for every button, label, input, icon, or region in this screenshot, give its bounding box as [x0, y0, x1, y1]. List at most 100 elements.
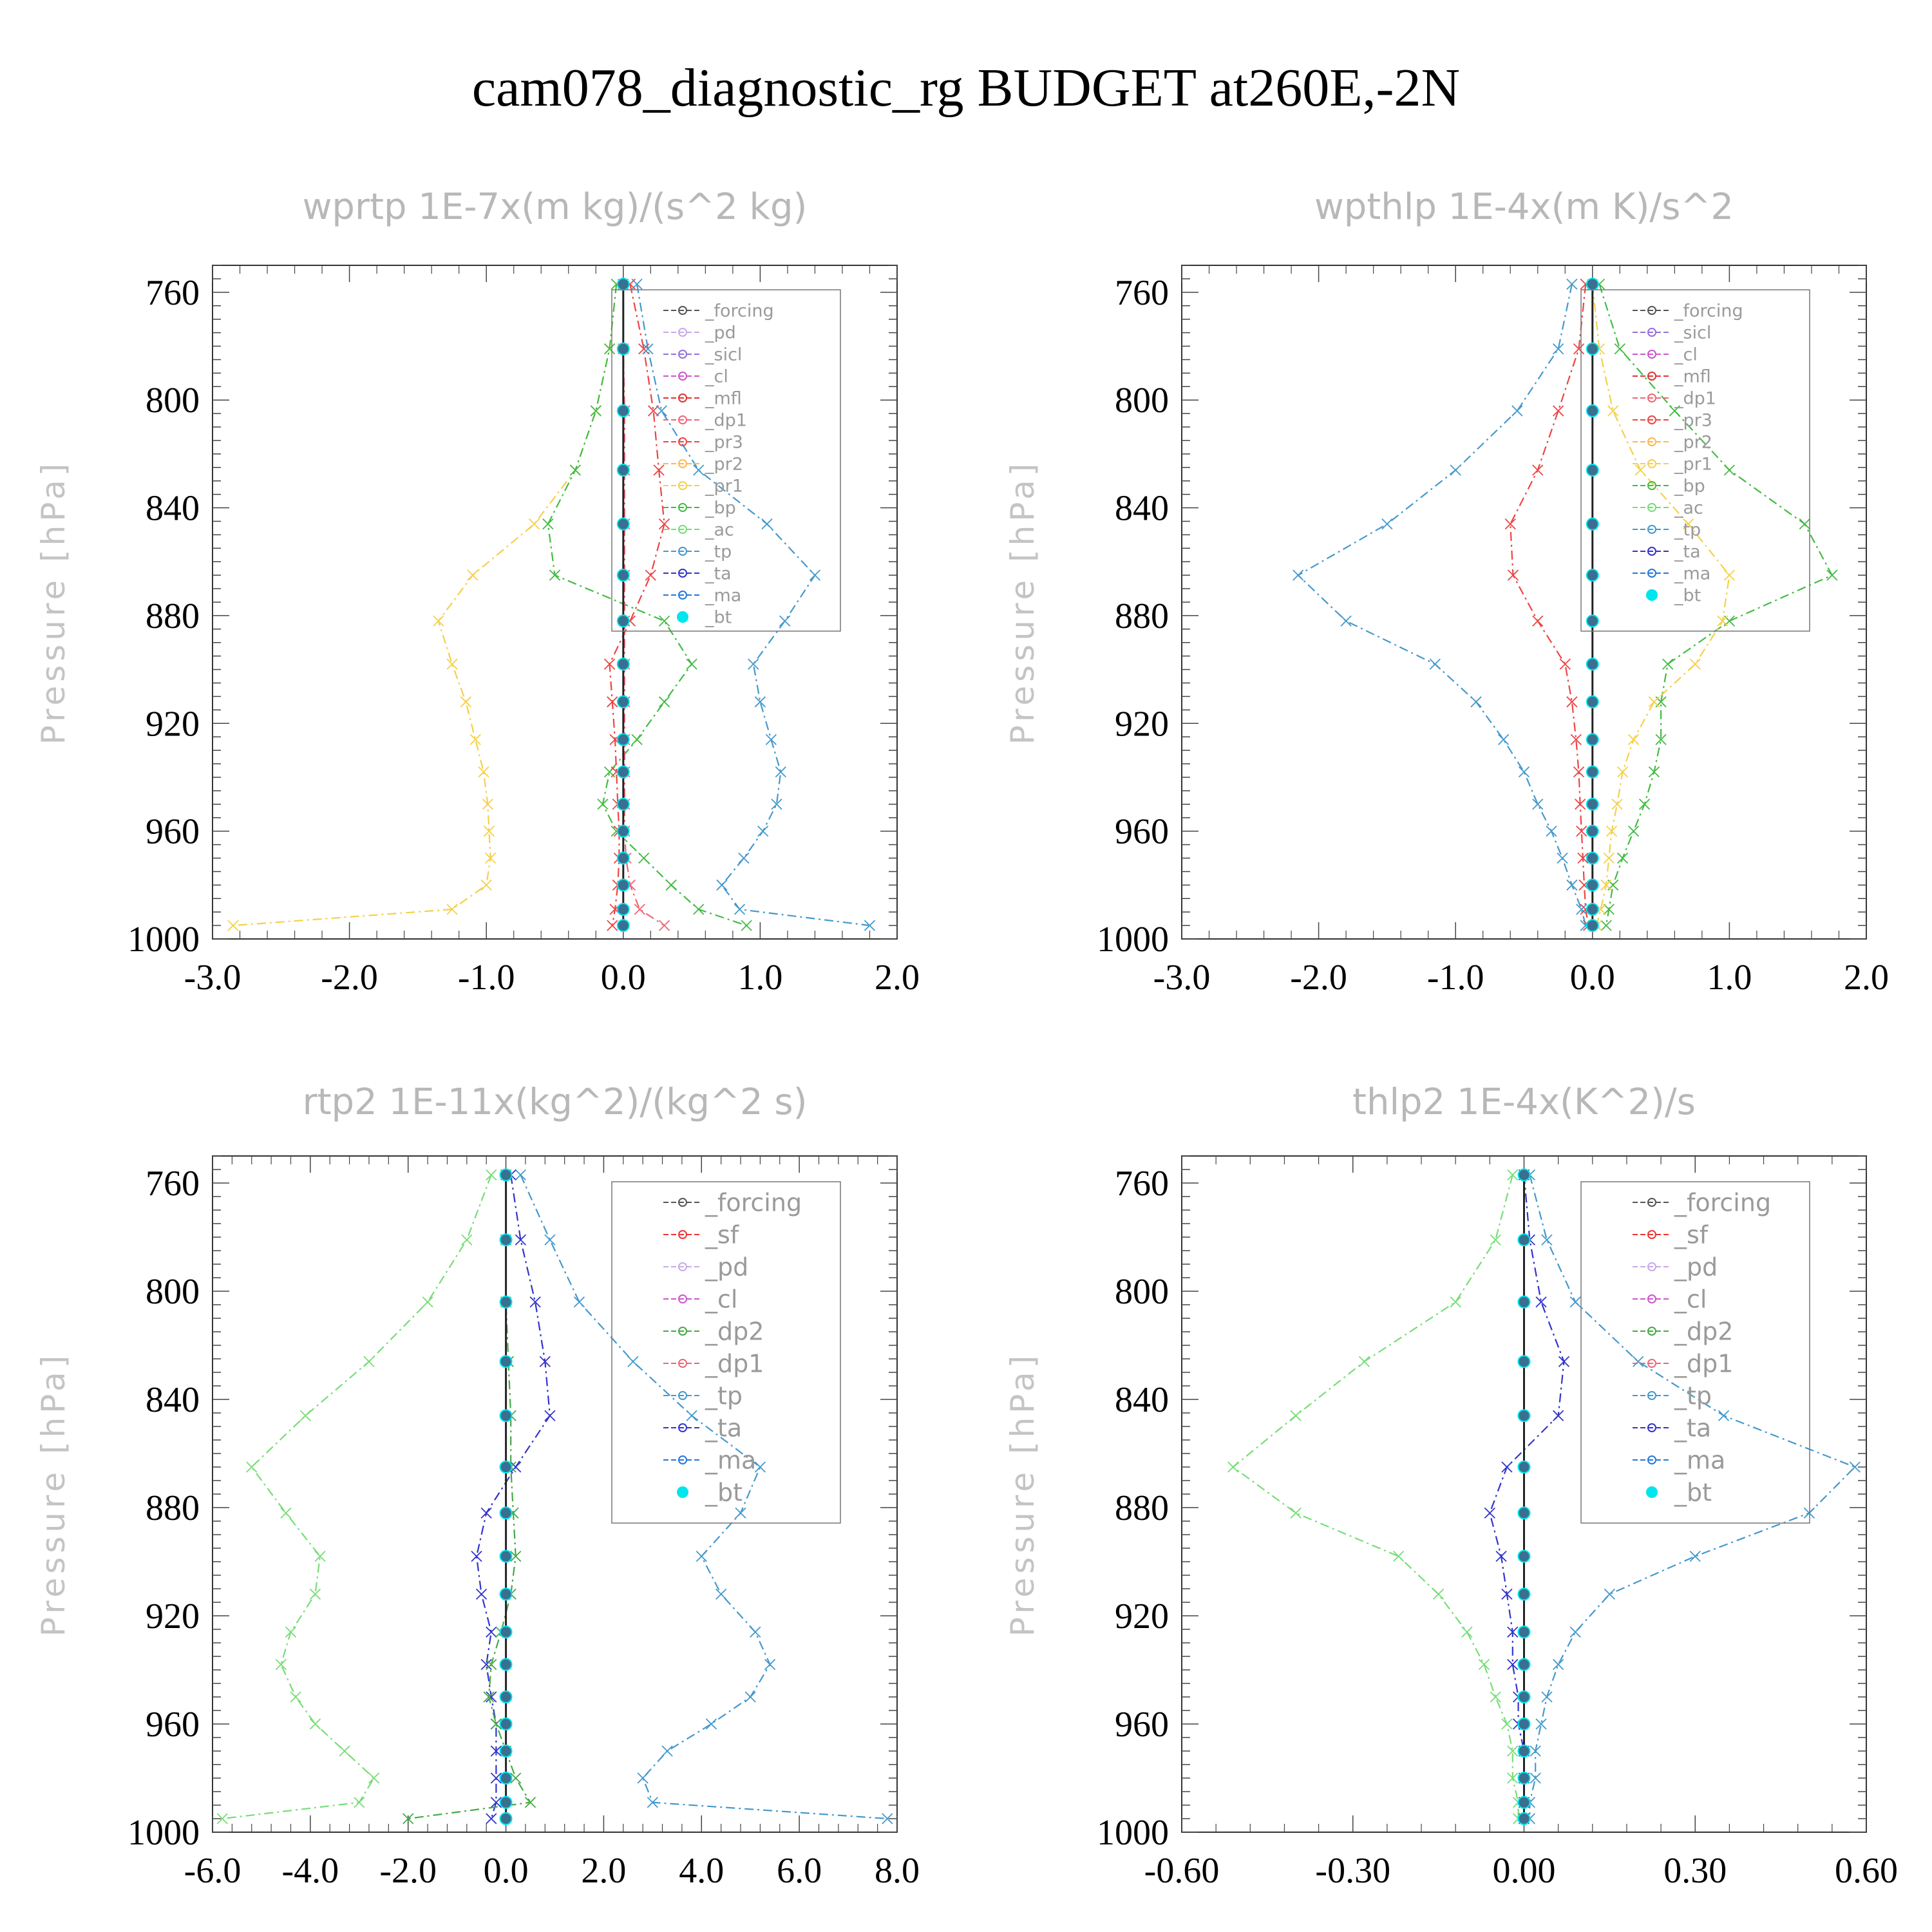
legend-box	[611, 1181, 841, 1524]
series-marker	[1381, 518, 1393, 530]
legend-label: _dp1	[1674, 388, 1716, 408]
legend-marker	[678, 1327, 687, 1336]
series-marker	[864, 920, 876, 931]
legend-marker	[678, 1359, 687, 1368]
series-line	[1598, 283, 1833, 926]
y-tick-label: 880	[1115, 1488, 1169, 1528]
series-marker	[486, 1626, 497, 1638]
series-point-bt	[1586, 851, 1599, 865]
legend-label: _bt	[1674, 585, 1701, 605]
series-marker	[1478, 1658, 1490, 1671]
y-tick-label: 800	[1115, 1272, 1169, 1312]
x-tick-label: -2.0	[321, 958, 378, 998]
series-marker	[483, 1691, 495, 1703]
series-marker	[1569, 1296, 1581, 1308]
legend-label: _pr2	[705, 454, 743, 474]
series-marker	[1799, 518, 1810, 530]
series-point-bt	[1586, 878, 1599, 892]
series-marker	[486, 1691, 497, 1703]
series-marker	[1573, 766, 1585, 778]
legend-marker	[678, 1294, 687, 1303]
series-line	[1591, 284, 1730, 926]
y-axis-label: Pressure [hPa]	[1004, 1352, 1041, 1637]
series-point-bt	[499, 1625, 513, 1639]
series-marker	[1504, 518, 1516, 530]
y-tick-label: 1000	[128, 1813, 200, 1853]
series-marker	[1575, 799, 1586, 810]
series-point-bt	[499, 1690, 513, 1703]
series-marker	[1849, 1461, 1861, 1473]
x-tick-label: 6.0	[777, 1851, 822, 1891]
legend-marker	[1647, 1359, 1656, 1368]
series-marker	[1532, 615, 1544, 627]
series-marker	[486, 1658, 497, 1671]
legend-marker	[1647, 1391, 1656, 1400]
series-marker	[686, 658, 697, 670]
series-marker	[482, 799, 493, 810]
series-marker	[631, 278, 643, 290]
series-marker	[446, 904, 458, 915]
x-tick-label: 0.00	[1493, 1851, 1556, 1891]
series-marker	[309, 1718, 321, 1730]
series-marker	[1607, 405, 1619, 417]
x-tick-label: -2.0	[379, 1851, 437, 1891]
series-marker	[686, 1410, 697, 1421]
series-marker	[1450, 464, 1461, 476]
legend-label: _ta	[1674, 542, 1701, 562]
series-marker	[227, 920, 239, 931]
y-tick-label: 760	[1115, 273, 1169, 313]
legend-marker	[1647, 306, 1656, 315]
series-marker	[1723, 569, 1736, 581]
series-marker	[597, 799, 609, 810]
series-marker	[354, 1797, 365, 1808]
series-point-bt	[616, 851, 630, 865]
series-marker	[1507, 1169, 1519, 1181]
legend-label: _mfl	[705, 388, 742, 408]
series-marker	[705, 1718, 717, 1730]
legend-label: _ma	[1674, 1446, 1725, 1474]
series-point-bt	[499, 1718, 513, 1730]
series-point-bt	[616, 658, 630, 671]
legend-label: _pr3	[705, 432, 743, 452]
series-line	[636, 284, 870, 927]
series-marker	[1557, 852, 1568, 864]
series-point-bt	[1586, 404, 1599, 417]
x-tick-label: -3.0	[1153, 958, 1211, 998]
series-marker	[607, 920, 618, 931]
series-point-bt	[499, 1549, 513, 1563]
series-point-bt	[1517, 1506, 1531, 1520]
series-marker	[765, 734, 777, 746]
series-marker	[1723, 464, 1736, 476]
y-axis-label: Pressure [hPa]	[35, 1352, 72, 1637]
series-line	[1529, 1175, 1857, 1819]
series-marker	[653, 464, 665, 476]
series-point-bt	[616, 765, 630, 779]
series-marker	[1576, 904, 1587, 915]
series-marker	[1541, 1234, 1553, 1245]
series-marker	[748, 658, 759, 670]
series-marker	[339, 1745, 350, 1757]
legend-marker	[1647, 1327, 1656, 1336]
y-tick-label: 760	[146, 1164, 200, 1204]
series-marker	[603, 343, 616, 355]
series-marker	[1530, 1772, 1541, 1784]
legend-label: _dp2	[1674, 1317, 1733, 1345]
legend-marker	[678, 1455, 687, 1464]
series-line	[475, 1175, 551, 1819]
x-tick-label: 2.0	[1844, 958, 1889, 998]
x-tick-label: 1.0	[1707, 958, 1752, 998]
series-point-bt	[616, 404, 630, 417]
series-line	[232, 284, 618, 927]
series-marker	[1546, 826, 1557, 837]
series-marker	[510, 1772, 522, 1784]
legend-marker	[678, 1262, 687, 1271]
series-marker	[738, 852, 750, 864]
series-marker	[528, 518, 540, 530]
legend-label: _ac	[1674, 498, 1703, 518]
series-marker	[569, 464, 582, 476]
series-marker	[471, 1550, 482, 1562]
legend: _forcing _sf _pd _cl _dp2 _dp1 _tp _ta _ma _bt	[1580, 1181, 1810, 1524]
series-marker	[1648, 696, 1660, 708]
series-marker	[469, 734, 481, 746]
legend-marker	[678, 503, 687, 512]
